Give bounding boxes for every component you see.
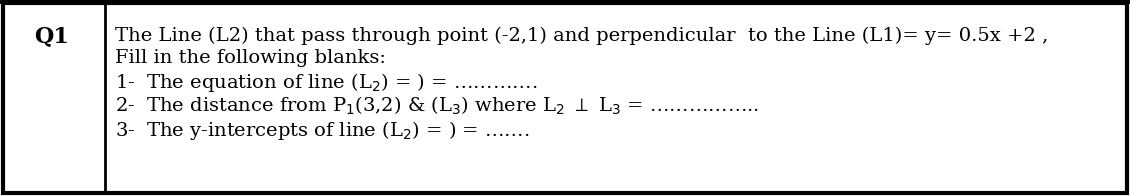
Text: 3-  The y-intercepts of line (L$_2$) = ) = …….: 3- The y-intercepts of line (L$_2$) = ) … [115, 119, 530, 142]
Text: 2-  The distance from P$_1$(3,2) & (L$_3$) where L$_2$ $\perp$ L$_3$ = ……………..: 2- The distance from P$_1$(3,2) & (L$_3$… [115, 95, 759, 117]
Text: Q1: Q1 [35, 25, 69, 47]
Text: 1-  The equation of line (L$_2$) = ) = ………….: 1- The equation of line (L$_2$) = ) = ……… [115, 71, 538, 93]
FancyBboxPatch shape [3, 3, 1127, 193]
Text: The Line (L2) that pass through point (-2,1) and perpendicular  to the Line (L1): The Line (L2) that pass through point (-… [115, 27, 1049, 45]
Text: Fill in the following blanks:: Fill in the following blanks: [115, 49, 385, 67]
